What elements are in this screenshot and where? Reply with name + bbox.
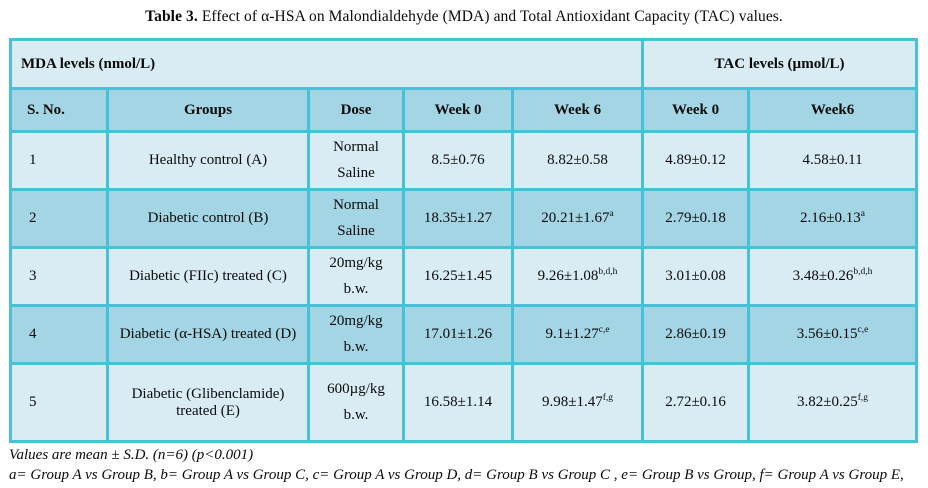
cell-tac-week6: 4.58±0.11 (747, 130, 918, 191)
mda-week6-value: 9.26±1.08 (537, 268, 599, 284)
mda-week6-superscript: a (609, 209, 614, 219)
tac-levels-header: TAC levels (µmol/L) (641, 38, 918, 90)
mda-levels-header: MDA levels (nmol/L) (8, 38, 645, 90)
cell-group: Diabetic (α-HSA) treated (D) (106, 304, 310, 365)
cell-dose: Normal Saline (307, 188, 405, 249)
footnote-values: Values are mean ± S.D. (n=6) (p<0.001) (9, 447, 254, 463)
cell-tac-week6: 3.56±0.15c,e (747, 304, 918, 365)
cell-tac-week0: 3.01±0.08 (641, 246, 751, 307)
cell-mda-week0: 8.5±0.76 (402, 130, 514, 191)
dose-line-1: 20mg/kg (329, 255, 383, 271)
cell-mda-week6: 20.21±1.67a (510, 188, 645, 249)
column-header-groups: Groups (106, 87, 310, 133)
table-footnotes: Values are mean ± S.D. (n=6) (p<0.001) a… (9, 446, 921, 488)
mda-week6-superscript: c,e (598, 325, 610, 335)
cell-group: Diabetic (FIIc) treated (C) (106, 246, 310, 307)
cell-group: Diabetic (Glibenclamide) treated (E) (106, 362, 310, 443)
column-header-row: S. No. Groups Dose Week 0 Week 6 Week 0 … (9, 87, 918, 133)
tac-week6-superscript: f,g (857, 393, 869, 403)
dose-line-1: 600µg/kg (327, 381, 385, 397)
tac-week6-value: 2.16±0.13 (800, 210, 861, 226)
tac-week6-value: 3.56±0.15 (796, 326, 858, 342)
cell-dose: 20mg/kg b.w. (307, 304, 405, 365)
tac-week6-superscript: a (860, 209, 865, 219)
cell-mda-week0: 16.58±1.14 (402, 362, 514, 443)
cell-group: Diabetic control (B) (106, 188, 310, 249)
group-header-row: MDA levels (nmol/L) TAC levels (µmol/L) (8, 38, 918, 90)
cell-dose: 600µg/kg b.w. (307, 362, 405, 443)
table-row-5: 5 Diabetic (Glibenclamide) treated (E) 6… (9, 362, 918, 443)
cell-tac-week0: 2.79±0.18 (641, 188, 751, 249)
mda-week6-superscript: b,d,h (598, 267, 618, 277)
cell-group: Healthy control (A) (106, 130, 310, 191)
cell-dose: Normal Saline (307, 130, 405, 191)
dose-line-2: b.w. (343, 406, 369, 423)
cell-tac-week6: 3.82±0.25f,g (747, 362, 918, 443)
table-row-2: 2 Diabetic control (B) Normal Saline 18.… (9, 188, 918, 249)
column-header-mda-week0: Week 0 (402, 87, 514, 133)
cell-sno: 2 (9, 188, 109, 249)
dose-line-1: Normal (333, 197, 379, 213)
tac-week6-value: 4.58±0.11 (802, 152, 863, 168)
dose-line-2: Saline (337, 222, 375, 239)
cell-mda-week6: 8.82±0.58 (510, 130, 645, 191)
cell-sno: 1 (9, 130, 109, 191)
cell-mda-week0: 16.25±1.45 (402, 246, 514, 307)
cell-mda-week0: 17.01±1.26 (402, 304, 514, 365)
dose-line-1: Normal (333, 139, 379, 155)
table-caption-label: Table 3. (145, 8, 198, 25)
results-table: MDA levels (nmol/L) TAC levels (µmol/L) … (8, 38, 918, 443)
mda-week6-value: 8.82±0.58 (547, 152, 608, 168)
mda-week6-value: 9.98±1.47 (542, 394, 603, 410)
table-caption: Table 3. Effect of α-HSA on Malondialdeh… (9, 8, 919, 26)
cell-tac-week0: 4.89±0.12 (641, 130, 751, 191)
dose-line-1: 20mg/kg (329, 313, 383, 329)
dose-line-2: b.w. (343, 338, 369, 355)
footnote-group-key: a= Group A vs Group B, b= Group A vs Gro… (9, 466, 904, 488)
column-header-sno: S. No. (9, 87, 109, 133)
tac-week6-value: 3.48±0.26 (792, 268, 854, 284)
table-row-3: 3 Diabetic (FIIc) treated (C) 20mg/kg b.… (9, 246, 918, 307)
column-header-tac-week6: Week6 (747, 87, 918, 133)
tac-week6-superscript: b,d,h (853, 267, 873, 277)
table-row-1: 1 Healthy control (A) Normal Saline 8.5±… (9, 130, 918, 191)
mda-week6-value: 20.21±1.67 (541, 210, 610, 226)
tac-week6-value: 3.82±0.25 (797, 394, 858, 410)
tac-week6-superscript: c,e (857, 325, 869, 335)
table-row-4: 4 Diabetic (α-HSA) treated (D) 20mg/kg b… (9, 304, 918, 365)
dose-line-2: b.w. (343, 280, 369, 297)
mda-week6-superscript: f,g (602, 393, 614, 403)
cell-tac-week6: 3.48±0.26b,d,h (747, 246, 918, 307)
cell-mda-week6: 9.98±1.47f,g (510, 362, 645, 443)
dose-line-2: Saline (337, 164, 375, 181)
cell-mda-week0: 18.35±1.27 (402, 188, 514, 249)
column-header-tac-week0: Week 0 (641, 87, 751, 133)
cell-mda-week6: 9.1±1.27c,e (510, 304, 645, 365)
cell-mda-week6: 9.26±1.08b,d,h (510, 246, 645, 307)
column-header-dose: Dose (307, 87, 405, 133)
table-caption-text: Effect of α-HSA on Malondialdehyde (MDA)… (197, 8, 783, 25)
cell-sno: 4 (9, 304, 109, 365)
mda-week6-value: 9.1±1.27 (545, 326, 599, 342)
cell-tac-week0: 2.86±0.19 (641, 304, 751, 365)
cell-dose: 20mg/kg b.w. (307, 246, 405, 307)
cell-tac-week6: 2.16±0.13a (747, 188, 918, 249)
cell-sno: 5 (9, 362, 109, 443)
cell-tac-week0: 2.72±0.16 (641, 362, 751, 443)
cell-sno: 3 (9, 246, 109, 307)
column-header-mda-week6: Week 6 (510, 87, 645, 133)
